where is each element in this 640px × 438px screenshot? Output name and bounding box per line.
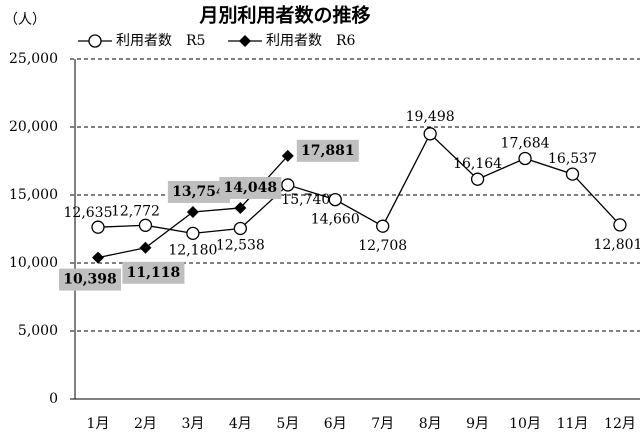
legend-label: 利用者数 R5 — [116, 33, 205, 49]
value-label: 10,398 — [63, 272, 117, 288]
value-label: 16,164 — [453, 156, 502, 172]
value-label: 17,881 — [301, 143, 355, 159]
legend-marker — [239, 35, 251, 47]
y-tick-label: 0 — [49, 391, 58, 407]
point — [281, 178, 295, 192]
point — [233, 221, 248, 236]
value-label: 14,660 — [311, 212, 360, 228]
point — [376, 219, 390, 233]
y-tick-label: 5,000 — [18, 323, 58, 339]
x-tick-label: 8月 — [419, 416, 442, 432]
point — [565, 167, 580, 181]
point — [423, 127, 437, 141]
x-tick-label: 4月 — [229, 416, 252, 432]
x-tick-label: 11月 — [557, 416, 589, 432]
x-tick-label: 12月 — [604, 416, 636, 432]
point — [518, 151, 532, 166]
y-tick-label: 20,000 — [9, 119, 58, 135]
label-box — [167, 180, 230, 203]
x-tick-label: 2月 — [134, 416, 157, 432]
value-label: 13,754 — [172, 184, 226, 200]
value-label: 12,635 — [64, 205, 113, 221]
y-tick-label: 10,000 — [9, 255, 58, 271]
value-label: 17,684 — [501, 135, 550, 151]
x-tick-label: 5月 — [276, 416, 299, 432]
value-label: 12,772 — [111, 203, 160, 219]
series-line — [97, 132, 621, 235]
x-tick-label: 3月 — [181, 416, 204, 432]
value-label: 16,537 — [548, 151, 597, 167]
x-tick-label: 9月 — [466, 416, 489, 432]
point — [139, 241, 152, 254]
point — [470, 172, 485, 186]
value-label: 11,118 — [127, 265, 181, 281]
label-box — [219, 176, 282, 199]
point — [138, 218, 153, 232]
legend-label: 利用者数 R6 — [266, 33, 356, 49]
point — [186, 226, 200, 241]
x-tick-label: 10月 — [509, 416, 541, 432]
chart-title: 月別利用者数の推移 — [198, 4, 370, 27]
y-tick-label: 25,000 — [9, 51, 58, 67]
x-tick-label: 6月 — [324, 416, 347, 432]
x-tick-label: 1月 — [87, 416, 110, 432]
y-axis-label: （人） — [4, 12, 46, 28]
label-box — [122, 261, 185, 284]
value-label: 12,801 — [593, 237, 640, 253]
label-box — [296, 139, 359, 162]
y-tick-label: 15,000 — [9, 187, 58, 203]
value-label: 12,180 — [168, 242, 217, 258]
point — [613, 218, 627, 232]
point — [234, 201, 247, 214]
point — [91, 220, 105, 234]
value-label: 12,708 — [358, 238, 407, 254]
value-label: 15,740 — [281, 192, 330, 208]
point — [92, 251, 104, 264]
label-box — [59, 268, 121, 291]
legend-marker — [88, 34, 102, 48]
point — [186, 205, 199, 218]
value-label: 12,538 — [216, 237, 265, 253]
value-label: 19,498 — [406, 109, 455, 125]
value-label: 14,048 — [224, 180, 278, 196]
point — [281, 149, 294, 162]
point — [328, 192, 342, 207]
x-tick-label: 7月 — [371, 416, 394, 432]
